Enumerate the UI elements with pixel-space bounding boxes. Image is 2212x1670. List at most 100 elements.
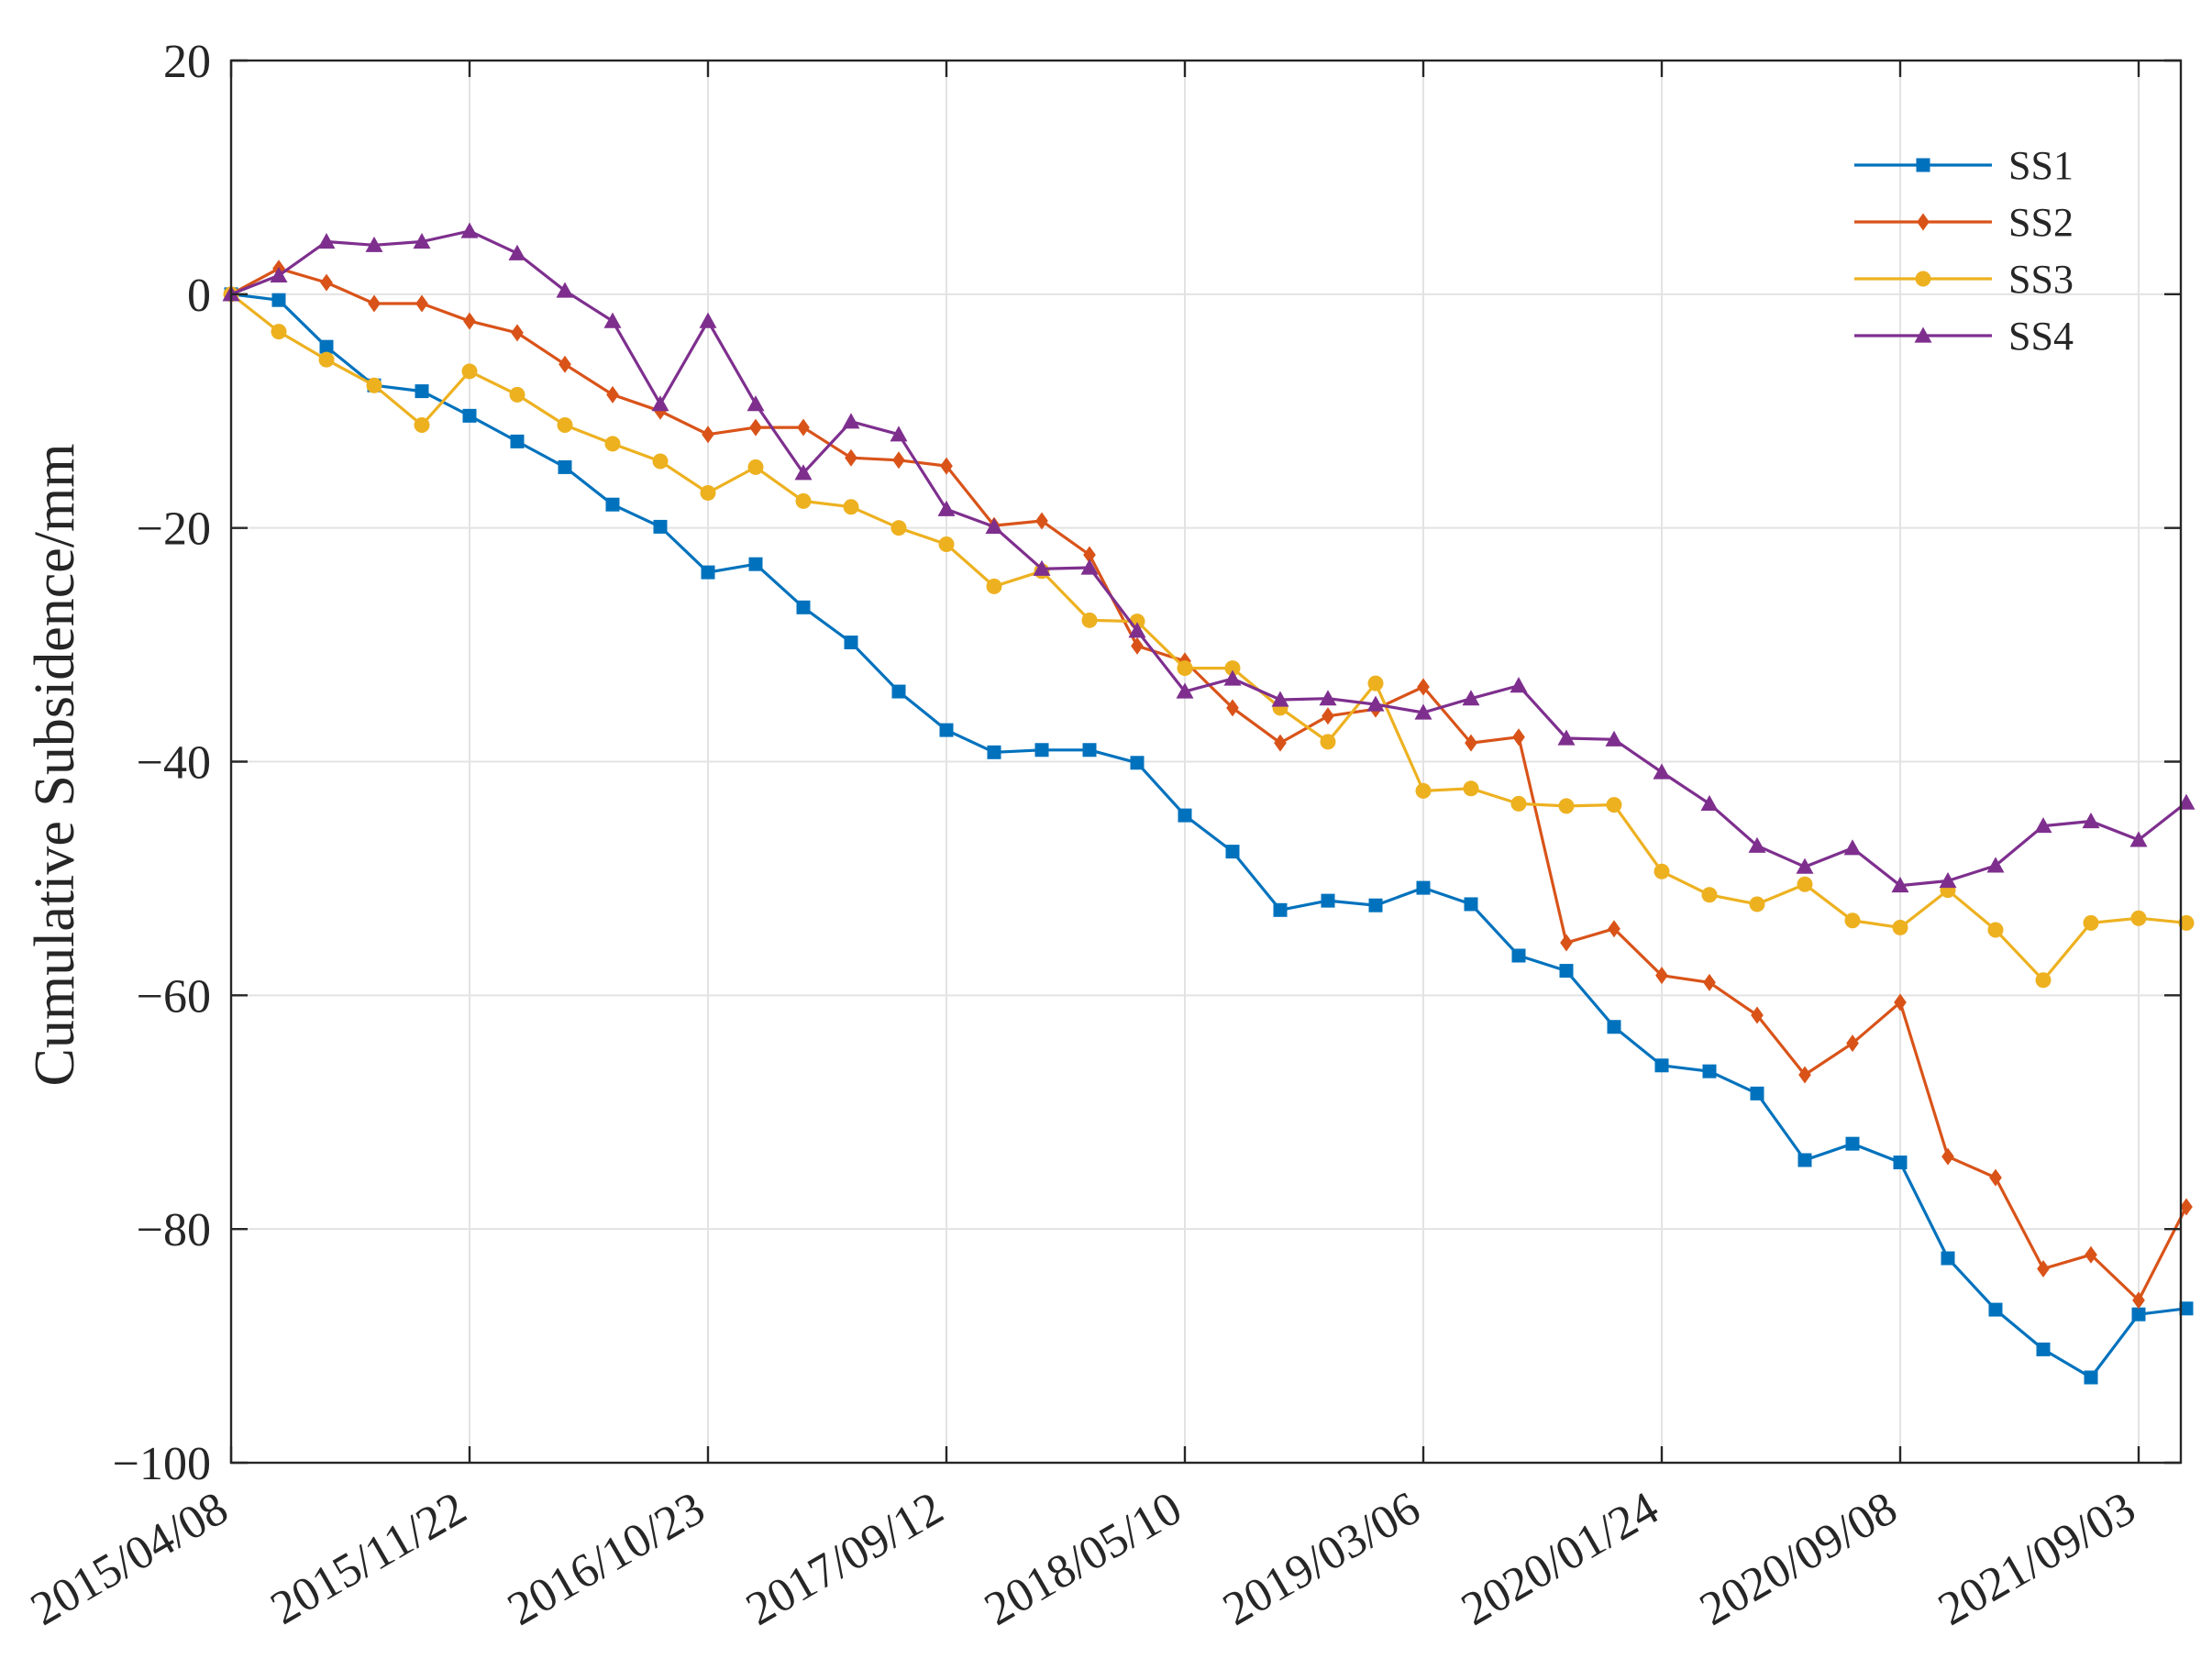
data-point-ss3-11 — [747, 459, 764, 475]
data-point-ss2-29 — [1608, 920, 1620, 938]
series-line-ss2 — [230, 267, 2188, 1302]
data-point-ss2-22 — [1274, 734, 1287, 752]
data-point-ss3-16 — [986, 578, 1002, 594]
y-tick-label-3: −40 — [137, 737, 211, 790]
data-point-ss3-27 — [1510, 795, 1527, 812]
data-point-ss2-35 — [1894, 993, 1907, 1012]
legend-marker-ss1 — [1916, 158, 1930, 172]
series-line-ss4 — [230, 229, 2187, 888]
data-point-ss4-10 — [699, 312, 717, 328]
data-point-ss1-6 — [510, 434, 525, 448]
legend-label-ss1: SS1 — [2008, 143, 2074, 188]
x-tick-label-1: 2015/11/22 — [262, 1482, 475, 1635]
data-point-ss4-37 — [1986, 857, 2005, 873]
legend: SS1 SS2 SS3 SS4 — [1854, 143, 2074, 359]
data-point-ss2-11 — [749, 418, 762, 437]
data-point-ss4-16 — [985, 517, 1003, 534]
data-point-ss1-24 — [1368, 898, 1383, 912]
legend-marker-ss2 — [1917, 213, 1930, 231]
data-point-ss1-13 — [844, 636, 858, 650]
data-point-ss4-7 — [556, 282, 574, 298]
y-tick-label-5: −80 — [137, 1204, 211, 1256]
data-point-ss4-23 — [1319, 690, 1337, 706]
series-ss1 — [224, 287, 2194, 1385]
data-point-ss3-1 — [271, 324, 287, 340]
data-point-ss3-35 — [1892, 919, 1908, 935]
x-tick-label-3: 2017/09/12 — [737, 1482, 952, 1636]
data-point-ss1-36 — [1941, 1251, 1955, 1266]
data-point-ss3-34 — [1844, 912, 1861, 929]
data-point-ss1-11 — [748, 557, 763, 571]
data-point-ss2-23 — [1322, 707, 1334, 725]
data-point-ss1-27 — [1511, 948, 1526, 963]
legend-label-ss3: SS3 — [2008, 257, 2074, 302]
data-point-ss1-21 — [1225, 845, 1240, 859]
data-point-ss1-7 — [558, 459, 572, 474]
data-point-ss1-26 — [1464, 897, 1478, 912]
data-point-ss3-4 — [414, 417, 430, 434]
data-point-ss1-25 — [1416, 880, 1431, 895]
x-tick-label-7: 2020/09/08 — [1691, 1482, 1906, 1636]
data-point-ss4-20 — [1176, 682, 1194, 699]
data-point-ss1-29 — [1607, 1020, 1621, 1034]
data-point-ss1-23 — [1321, 893, 1335, 908]
data-point-ss2-13 — [845, 448, 857, 467]
data-point-ss3-2 — [318, 351, 335, 368]
data-point-ss2-14 — [892, 451, 905, 470]
data-point-ss3-28 — [1558, 798, 1575, 814]
data-point-ss1-17 — [1034, 743, 1049, 758]
data-point-ss3-30 — [1653, 863, 1670, 879]
data-point-ss3-39 — [2083, 914, 2099, 931]
data-point-ss3-12 — [795, 492, 812, 509]
data-point-ss3-26 — [1463, 780, 1479, 797]
data-point-ss4-2 — [317, 232, 336, 249]
data-point-ss2-26 — [1465, 734, 1477, 752]
plot-series — [222, 222, 2195, 1385]
data-point-ss1-37 — [1988, 1302, 2003, 1317]
data-point-ss3-9 — [652, 453, 669, 470]
data-point-ss4-11 — [747, 395, 765, 412]
data-point-ss2-30 — [1655, 967, 1668, 985]
data-point-ss3-10 — [700, 484, 716, 501]
data-point-ss4-25 — [1414, 703, 1432, 720]
data-point-ss4-28 — [1557, 729, 1576, 746]
data-point-ss1-5 — [462, 408, 477, 423]
data-point-ss4-9 — [651, 395, 669, 412]
data-point-ss1-10 — [701, 565, 715, 580]
data-point-ss3-32 — [1749, 896, 1765, 912]
data-point-ss4-33 — [1796, 857, 1814, 874]
data-point-ss3-40 — [2130, 910, 2147, 926]
data-point-ss2-17 — [1035, 512, 1048, 530]
series-ss4 — [222, 222, 2195, 893]
y-tick-label-0: 20 — [163, 36, 211, 88]
data-point-ss4-26 — [1462, 690, 1480, 706]
data-point-ss2-2 — [320, 273, 333, 292]
y-tick-label-2: −20 — [137, 503, 211, 556]
data-point-ss3-20 — [1177, 660, 1193, 677]
data-point-ss4-34 — [1843, 839, 1862, 856]
data-point-ss1-20 — [1178, 808, 1192, 823]
data-point-ss1-12 — [796, 600, 811, 614]
data-point-ss3-3 — [366, 377, 382, 393]
data-point-ss4-32 — [1748, 836, 1766, 853]
y-tick-label-6: −100 — [113, 1438, 211, 1490]
legend-item-ss1: SS1 — [1854, 143, 2074, 188]
data-point-ss2-21 — [1226, 699, 1239, 717]
data-point-ss3-41 — [2178, 914, 2195, 931]
legend-item-ss2: SS2 — [1854, 200, 2074, 245]
data-point-ss2-34 — [1846, 1034, 1859, 1053]
legend-marker-ss3 — [1915, 271, 1931, 287]
data-point-ss2-40 — [2132, 1291, 2145, 1310]
x-tick-label-6: 2020/01/24 — [1453, 1482, 1667, 1636]
data-point-ss3-37 — [1987, 922, 2004, 938]
data-point-ss4-27 — [1510, 677, 1528, 693]
x-tick-label-0: 2015/04/08 — [22, 1482, 237, 1636]
data-point-ss1-8 — [605, 497, 620, 512]
data-point-ss2-6 — [511, 324, 524, 342]
data-point-ss1-38 — [2036, 1342, 2051, 1356]
series-line-ss1 — [230, 293, 2187, 1379]
data-point-ss4-18 — [1080, 559, 1099, 575]
data-point-ss1-41 — [2179, 1301, 2194, 1316]
